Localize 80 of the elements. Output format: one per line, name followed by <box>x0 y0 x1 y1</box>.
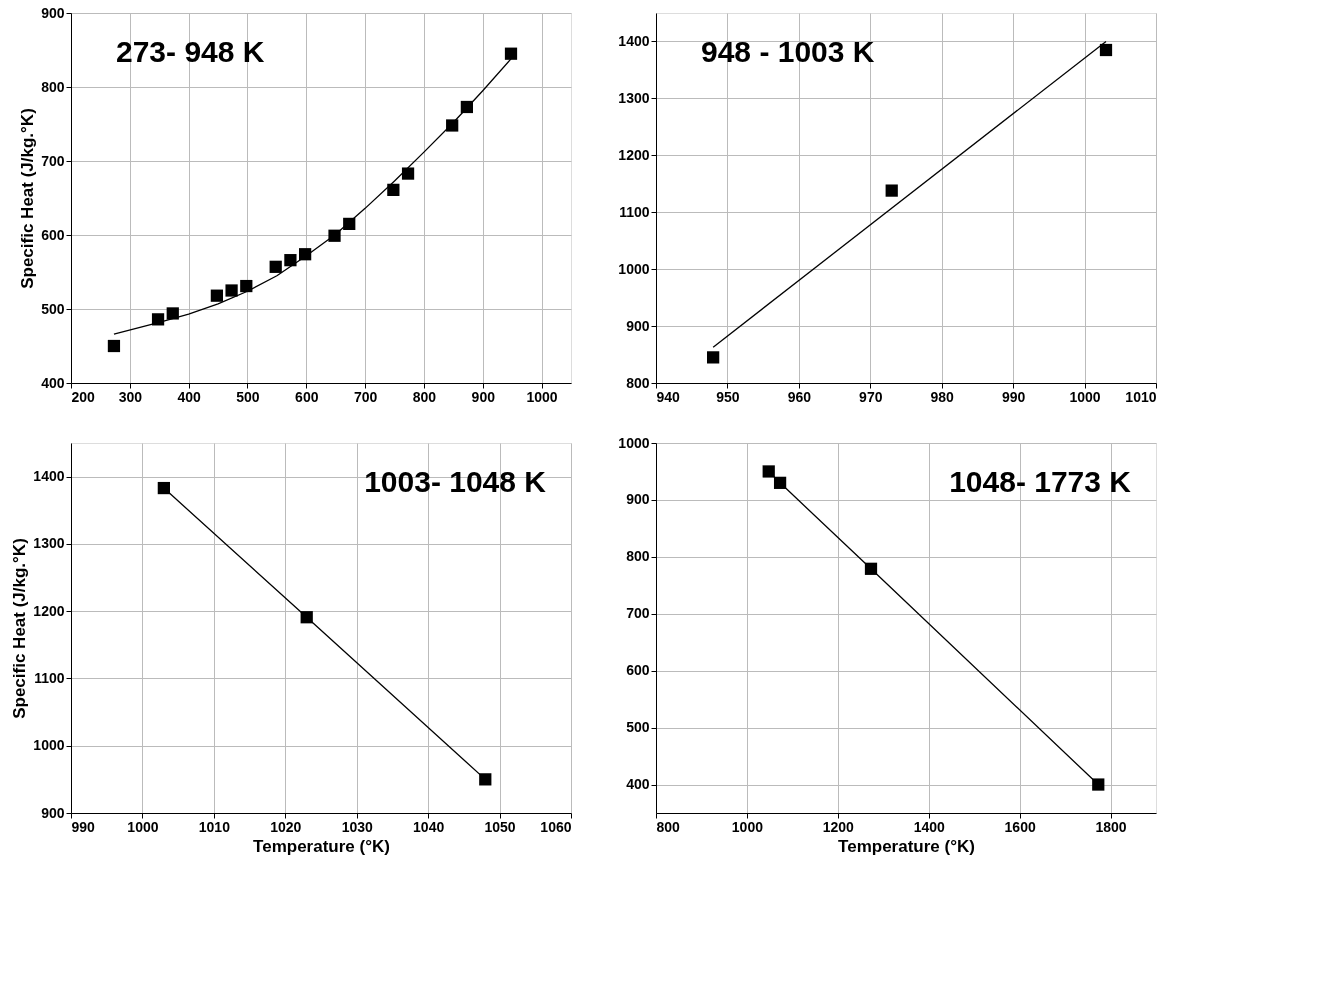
y-tick-label: 900 <box>626 317 650 334</box>
y-tick-label: 500 <box>41 300 65 317</box>
point <box>328 229 341 242</box>
x-tick-label: 1000 <box>731 818 764 835</box>
x-tick-label: 800 <box>412 388 437 405</box>
point <box>446 119 459 132</box>
point <box>401 167 415 180</box>
y-tick-label: 1300 <box>33 535 65 552</box>
y-tick-label: 600 <box>626 662 650 679</box>
y-tick-label: 700 <box>41 152 65 169</box>
point <box>864 562 878 575</box>
y-tick-label: 800 <box>626 548 650 565</box>
point <box>773 476 787 489</box>
x-tick-label: 970 <box>859 388 883 405</box>
x-tick-label: 950 <box>716 388 740 405</box>
x-tick-label: 1400 <box>913 818 946 835</box>
y-tick-label: 600 <box>41 226 65 243</box>
point <box>166 307 179 320</box>
y-tick-label: 1400 <box>618 32 650 49</box>
y-tick-label: 900 <box>626 491 650 508</box>
annotation: 948 - 1003 K <box>701 35 875 68</box>
x-tick-label: 960 <box>787 388 812 405</box>
x-tick-label: 1010 <box>198 818 231 835</box>
annotation: 273- 948 K <box>116 35 265 68</box>
y-tick-label: 1300 <box>618 89 650 106</box>
y-axis-title: Specific Heat (J/kg.°K) <box>10 538 30 719</box>
y-tick-label: 900 <box>41 4 65 21</box>
x-tick-label: 1000 <box>526 388 558 405</box>
point <box>225 284 238 297</box>
x-tick-label: 1010 <box>1125 388 1157 405</box>
y-tick-label: 1200 <box>33 602 65 619</box>
x-tick-label: 600 <box>295 388 319 405</box>
x-tick-label: 990 <box>71 818 96 835</box>
x-tick-label: 900 <box>471 388 496 405</box>
y-tick-label: 1000 <box>618 434 650 451</box>
x-tick-label: 940 <box>656 388 681 405</box>
y-tick-label: 1000 <box>33 737 65 754</box>
x-tick-label: 1800 <box>1095 818 1127 835</box>
y-tick-label: 800 <box>41 78 65 95</box>
x-tick-label: 700 <box>353 388 378 405</box>
x-tick-label: 980 <box>930 388 955 405</box>
x-tick-label: 1040 <box>413 818 445 835</box>
y-tick-label: 700 <box>626 605 650 622</box>
y-tick-label: 1100 <box>34 669 65 686</box>
x-tick-label: 800 <box>656 818 681 835</box>
x-tick-label: 1000 <box>1069 388 1101 405</box>
x-tick-label: 1050 <box>484 818 516 835</box>
point <box>504 47 518 60</box>
x-tick-label: 1060 <box>540 818 572 835</box>
y-tick-label: 1200 <box>618 146 650 163</box>
y-tick-label: 900 <box>41 804 65 821</box>
y-axis-title: Specific Heat (J/kg.°K) <box>18 108 38 289</box>
x-tick-label: 1600 <box>1004 818 1036 835</box>
x-tick-label: 400 <box>177 388 202 405</box>
y-tick-label: 1400 <box>33 468 65 485</box>
x-tick-label: 1200 <box>822 818 855 835</box>
point <box>387 183 400 196</box>
x-tick-label: 1030 <box>341 818 373 835</box>
point <box>284 254 297 267</box>
point <box>762 465 775 478</box>
y-tick-label: 1000 <box>618 260 650 277</box>
y-tick-label: 800 <box>626 374 650 391</box>
y-tick-label: 500 <box>626 719 650 736</box>
x-axis-title: Temperature (°K) <box>838 836 975 856</box>
point <box>210 289 224 302</box>
x-tick-label: 990 <box>1001 388 1026 405</box>
point <box>269 260 282 273</box>
x-tick-label: 200 <box>71 388 96 405</box>
annotation: 1048- 1773 K <box>949 465 1132 498</box>
x-tick-label: 1000 <box>127 818 159 835</box>
y-tick-label: 400 <box>41 374 65 391</box>
x-tick-label: 1020 <box>270 818 302 835</box>
point <box>1092 778 1105 791</box>
point <box>107 339 121 353</box>
x-tick-label: 500 <box>236 388 260 405</box>
annotation: 1003- 1048 K <box>364 465 547 498</box>
y-tick-label: 1100 <box>619 203 650 220</box>
x-tick-label: 300 <box>118 388 143 405</box>
x-axis-title: Temperature (°K) <box>253 836 390 856</box>
y-tick-label: 400 <box>626 776 650 793</box>
